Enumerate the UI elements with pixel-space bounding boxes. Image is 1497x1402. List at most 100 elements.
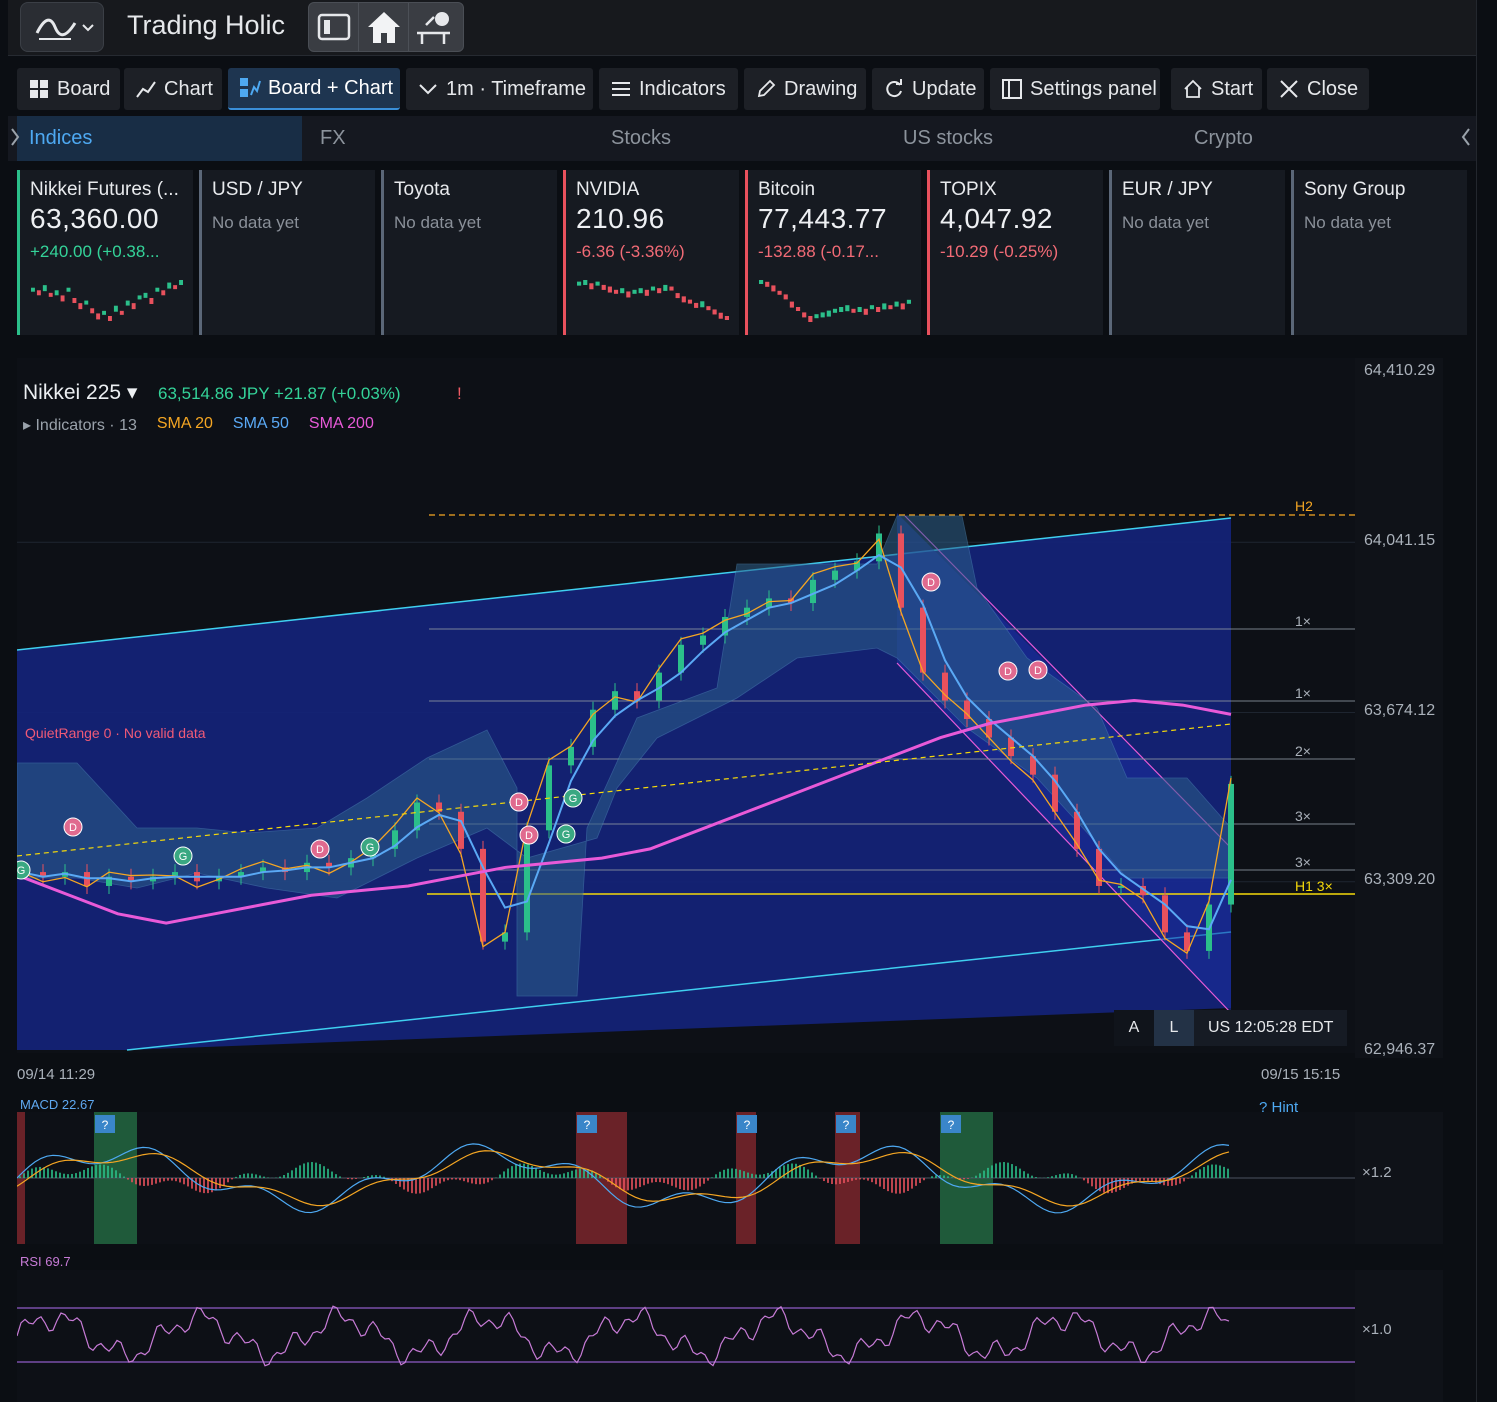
quote-change: -132.88 (-0.17... bbox=[758, 242, 879, 261]
main-chart[interactable]: D G D G D D G G D D D G bbox=[11, 358, 1355, 1053]
tabs-scroll-left-icon[interactable] bbox=[10, 126, 20, 148]
sparkline-candle bbox=[149, 298, 154, 304]
macd-histogram-bar bbox=[567, 1172, 569, 1178]
macd-chart[interactable]: ????? bbox=[16, 1112, 1355, 1244]
rsi-panel[interactable] bbox=[16, 1270, 1355, 1402]
sparkline-candle bbox=[137, 295, 142, 300]
sparkline-candle bbox=[179, 280, 183, 285]
tab-fx[interactable]: FX bbox=[320, 127, 346, 149]
sparkline-candle bbox=[771, 285, 776, 292]
down-channel-lower bbox=[896, 662, 1232, 1014]
chart-button[interactable]: Chart bbox=[124, 68, 222, 110]
macd-histogram-bar bbox=[375, 1175, 377, 1178]
macd-histogram-bar bbox=[395, 1178, 397, 1184]
update-button[interactable]: Update bbox=[872, 68, 984, 110]
tab-us-stocks[interactable]: US stocks bbox=[903, 127, 994, 149]
macd-histogram-bar bbox=[79, 1171, 81, 1178]
macd-histogram-bar bbox=[871, 1178, 873, 1183]
tab-indices[interactable]: Indices bbox=[17, 116, 302, 161]
price-tick-label: 64,041.15 bbox=[1364, 532, 1436, 549]
quote-card[interactable]: TOPIX 4,047.92 -10.29 (-0.25%) bbox=[927, 170, 1103, 335]
quote-price: 4,047.92 bbox=[940, 203, 1053, 234]
sma200-legend[interactable]: SMA 200 bbox=[308, 415, 374, 432]
tab-crypto[interactable]: Crypto bbox=[1194, 127, 1253, 149]
macd-histogram-bar bbox=[895, 1178, 897, 1194]
macd-histogram-bar bbox=[259, 1175, 261, 1178]
close-button[interactable]: Close bbox=[1267, 68, 1369, 110]
macd-histogram-bar bbox=[703, 1178, 705, 1184]
sparkline-candle bbox=[66, 287, 71, 292]
macd-histogram-bar bbox=[1147, 1178, 1149, 1181]
auto-scale-button[interactable]: A bbox=[1128, 1019, 1140, 1036]
board-chart-button[interactable]: Board + Chart bbox=[228, 68, 400, 110]
macd-histogram-bar bbox=[851, 1178, 853, 1181]
macd-histogram-bar bbox=[931, 1176, 933, 1178]
board-chart-label: Board + Chart bbox=[268, 76, 394, 99]
macd-histogram-bar bbox=[847, 1178, 849, 1182]
macd-histogram-bar bbox=[75, 1173, 77, 1178]
quote-card[interactable]: Bitcoin 77,443.77 -132.88 (-0.17... bbox=[745, 170, 921, 335]
candle-body bbox=[436, 802, 442, 812]
macd-histogram-bar bbox=[183, 1178, 185, 1185]
sma20-legend[interactable]: SMA 20 bbox=[156, 415, 213, 432]
macd-histogram-bar bbox=[83, 1169, 85, 1178]
quote-name: Nikkei Futures (... bbox=[30, 179, 179, 200]
app-title: Trading Holic bbox=[127, 10, 286, 40]
sparkline-candle bbox=[167, 282, 172, 289]
channel-lower bbox=[126, 931, 1232, 1051]
dead-cross-marker bbox=[998, 661, 1018, 681]
quote-card[interactable]: Sony Group No data yet bbox=[1291, 170, 1467, 335]
drawing-button[interactable]: Drawing bbox=[744, 68, 866, 110]
macd-signal-badge-label: ? bbox=[584, 1118, 591, 1132]
home-icon[interactable] bbox=[359, 3, 409, 51]
macd-histogram-bar bbox=[511, 1166, 513, 1178]
quote-card[interactable]: NVIDIA 210.96 -6.36 (-3.36%) bbox=[563, 170, 739, 335]
app-menu-button[interactable] bbox=[20, 2, 104, 52]
price-tick-label: 63,309.20 bbox=[1364, 871, 1436, 888]
price-axis[interactable]: 64,410.29 64,041.15 63,674.12 63,309.20 62,9… bbox=[1355, 358, 1443, 1058]
start-button[interactable]: Start bbox=[1171, 68, 1262, 110]
chart-symbol[interactable]: Nikkei 225 ▾ bbox=[23, 381, 138, 404]
macd-histogram-bar bbox=[299, 1165, 301, 1178]
rsi-label: RSI 69.7 bbox=[20, 1254, 71, 1269]
hint-link[interactable]: ? Hint bbox=[1259, 1099, 1299, 1116]
macd-histogram-bar bbox=[539, 1169, 541, 1178]
macd-histogram-bar bbox=[1139, 1178, 1141, 1181]
macd-signal-badge bbox=[836, 1115, 856, 1133]
macd-panel[interactable]: ????? bbox=[16, 1112, 1355, 1244]
macd-histogram-bar bbox=[1055, 1175, 1057, 1178]
sma50-legend[interactable]: SMA 50 bbox=[232, 415, 289, 432]
timeframe-dropdown[interactable]: 1m · Timeframe bbox=[406, 68, 593, 110]
settings-panel-button[interactable]: Settings panel bbox=[990, 68, 1160, 110]
sparkline-candle bbox=[795, 307, 801, 311]
log-scale-button[interactable]: L bbox=[1154, 1010, 1194, 1046]
quote-card[interactable]: Toyota No data yet bbox=[381, 170, 557, 335]
quote-card[interactable]: EUR / JPY No data yet bbox=[1109, 170, 1285, 335]
board-button[interactable]: Board bbox=[17, 68, 120, 110]
macd-histogram-bar bbox=[639, 1178, 641, 1187]
macd-histogram-bar bbox=[439, 1178, 441, 1184]
macd-histogram-bar bbox=[175, 1178, 177, 1182]
quote-name: Toyota bbox=[394, 179, 450, 200]
price-tick-label: 62,946.37 bbox=[1364, 1041, 1436, 1058]
indicators-toggle[interactable]: ▸ Indicators · 13 bbox=[23, 417, 137, 434]
macd-histogram-bar bbox=[143, 1178, 145, 1186]
macd-histogram-bar bbox=[427, 1178, 429, 1191]
rsi-chart[interactable] bbox=[16, 1270, 1355, 1402]
quote-card[interactable]: Nikkei Futures (... 63,360.00 +240.00 (+0.… bbox=[17, 170, 193, 335]
price-tick-label: 63,674.12 bbox=[1364, 702, 1436, 719]
sparkline-candle bbox=[125, 300, 130, 306]
chart-settings-icon[interactable] bbox=[409, 3, 459, 51]
candle-body bbox=[172, 872, 178, 877]
tabs-scroll-right-icon[interactable] bbox=[1460, 126, 1472, 148]
tab-stocks[interactable]: Stocks bbox=[611, 127, 672, 149]
sparkline-candle bbox=[595, 281, 600, 286]
macd-histogram-bar bbox=[611, 1178, 613, 1185]
quote-card[interactable]: USD / JPY No data yet bbox=[199, 170, 375, 335]
sidebar-toggle-icon[interactable] bbox=[309, 3, 359, 51]
macd-histogram-bar bbox=[879, 1178, 881, 1187]
sparkline-candle bbox=[48, 292, 53, 297]
macd-histogram-bar bbox=[203, 1178, 205, 1194]
indicators-button[interactable]: Indicators bbox=[599, 68, 738, 110]
price-chart[interactable]: D G D G D D G G D D D G bbox=[11, 358, 1355, 1053]
